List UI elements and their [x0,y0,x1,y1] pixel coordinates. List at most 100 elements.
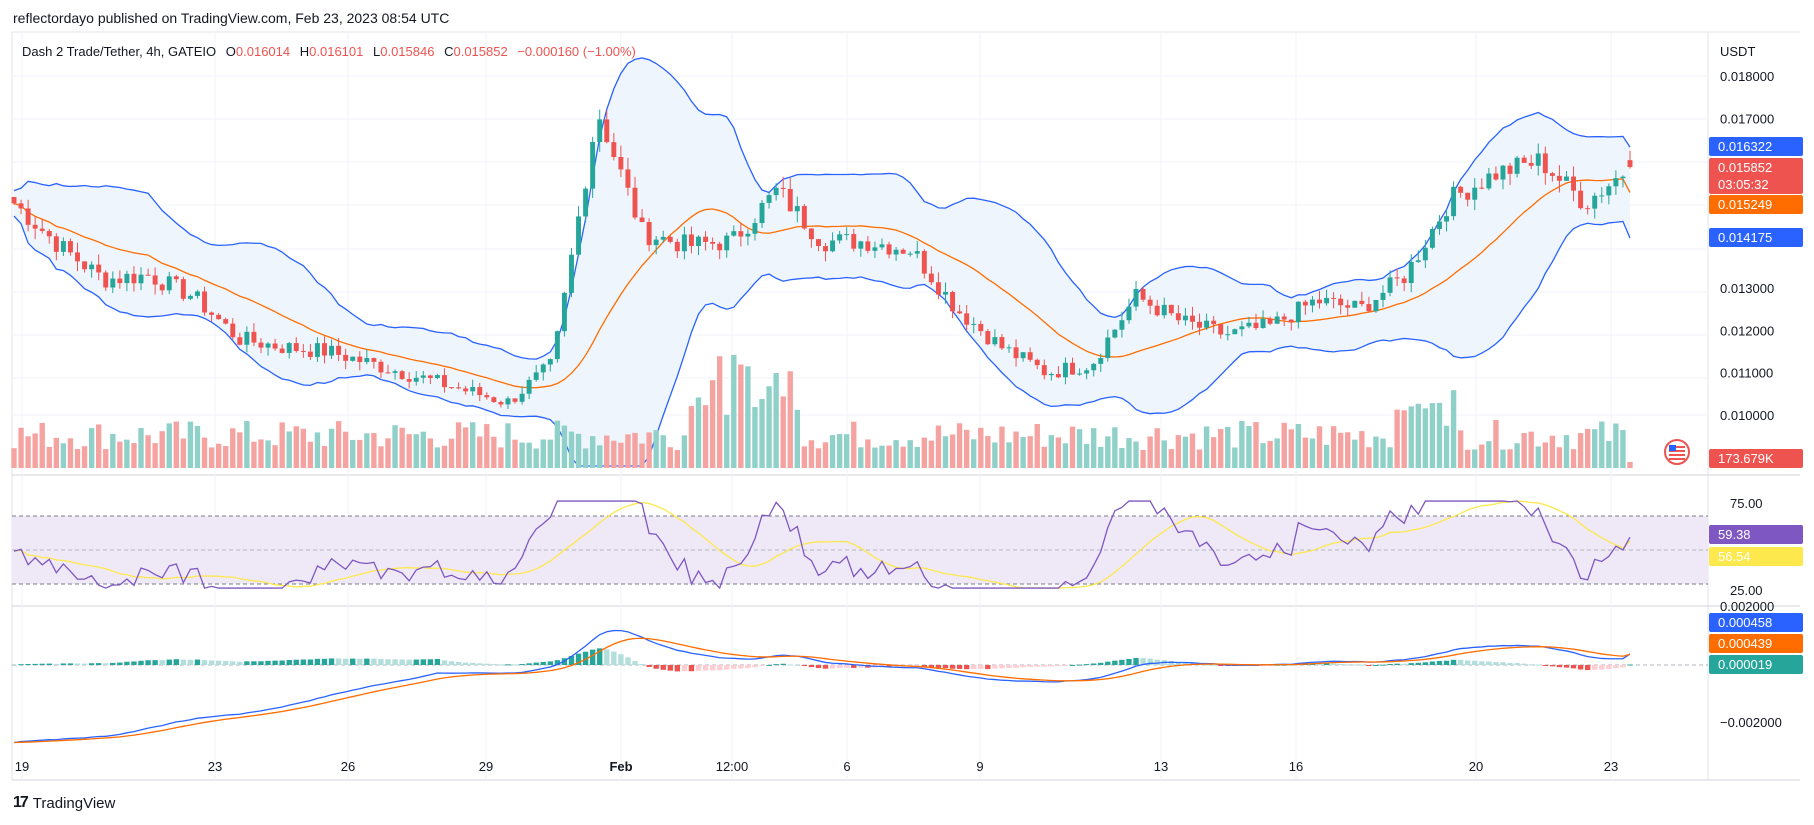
volume-bar-57 [413,434,419,468]
macd-axis[interactable]: 0.002000 −0.002000 0.000458 0.000439 0.00001… [1709,599,1803,730]
macd-hist-62 [448,661,455,665]
volume-bar-87 [625,434,631,468]
volume-bar-62 [448,438,455,468]
macd-hist-76 [547,661,553,665]
volume-bar-162 [1154,428,1160,468]
price-tag-0: 0.016322 [1718,139,1772,154]
volume-bar-54 [392,425,398,468]
macd-hist-31 [230,661,236,665]
candle-body-110 [787,188,793,212]
macd-hist-44 [321,658,328,665]
rsi-tick-0: 75.00 [1730,496,1763,511]
volume-bar-137 [978,427,984,468]
volume-bar-25 [187,421,194,468]
rsi-axis[interactable]: 75.00 25.00 59.38 56.54 [1709,496,1803,598]
volume-bar-220 [1563,435,1570,468]
price-unit: USDT [1720,44,1755,59]
candle-body-134 [957,311,963,314]
macd-hist-14 [110,662,116,665]
tradingview-logo[interactable]: 17 TradingView [13,794,115,812]
candle-body-173 [1232,329,1238,335]
candle-body-204 [1451,186,1457,217]
volume-bar-14 [110,433,116,468]
rsi-tag-1-bg [1709,547,1803,566]
candle-body-229 [1627,160,1633,168]
candle-body-191 [1359,300,1365,305]
candle-body-0 [11,196,17,204]
macd-tag-2-bg [1709,655,1803,674]
macd-hist-223 [1584,665,1591,671]
volume-bar-184 [1309,438,1316,468]
publisher-line: reflectordayo published on TradingView.c… [13,10,450,26]
volume-bar-145 [1034,424,1040,468]
candle-body-185 [1317,299,1322,304]
volume-bar-221 [1570,449,1577,468]
macd-hist-25 [187,659,194,665]
candle-body-9 [75,252,80,262]
symbol-legend[interactable]: Dash 2 Trade/Tether, 4h, GATEIO O0.01601… [22,44,636,59]
macd-hist-84 [604,649,610,665]
candle-body-100 [717,243,723,251]
volume-bar-7 [60,443,67,468]
price-tag-2-bg [1709,175,1803,194]
macd-hist-96 [688,665,695,672]
candle-body-48 [350,356,356,361]
time-axis[interactable]: 19 23 26 29 Feb 12:00 6 9 13 16 20 23 [15,759,1618,774]
candle-body-194 [1380,292,1386,300]
candle-body-172 [1225,334,1231,336]
close-value: 0.015852 [453,44,508,59]
candle-body-121 [865,241,871,251]
time-label-7: 9 [976,759,983,774]
candle-body-69 [498,401,504,405]
macd-hist-118 [844,665,850,668]
candle-body-61 [441,375,447,388]
volume-bar-75 [540,439,546,468]
volume-bar-155 [1105,436,1111,468]
rsi-pane [12,500,1708,590]
volume-bar-44 [321,446,328,468]
macd-hist-48 [350,658,356,665]
macd-hist-201 [1429,661,1436,665]
volume-bar-31 [230,428,236,468]
volume-bar-60 [434,447,441,468]
candle-body-149 [1062,362,1068,378]
macd-hist-193 [1373,664,1379,666]
macd-hist-24 [180,659,187,665]
macd-hist-159 [1133,658,1139,665]
candle-body-217 [1542,153,1548,174]
volume-bar-70 [505,423,511,468]
macd-hist-145 [1034,665,1040,667]
candle-body-15 [117,278,123,284]
time-label-9: 16 [1289,759,1303,774]
macd-hist-142 [1013,665,1019,668]
candle-body-105 [752,223,758,234]
volume-bar-22 [166,423,172,468]
volume-bar-161 [1147,436,1153,468]
macd-hist-59 [427,659,434,665]
volume-bar-33 [244,421,250,468]
macd-pane [11,629,1708,744]
volume-bar-17 [131,443,137,468]
candle-body-225 [1599,195,1605,197]
candle-body-143 [1020,352,1026,359]
volume-bar-27 [201,437,208,468]
candle-body-30 [223,319,229,324]
candle-body-166 [1182,315,1188,321]
volume-bar-136 [971,439,977,468]
macd-hist-56 [406,659,412,665]
macd-hist-1 [18,664,24,666]
price-axis[interactable]: USDT 0.018000 0.017000 0.013000 0.012000 0.01… [1709,44,1803,468]
volume-bar-32 [237,432,243,468]
candle-body-216 [1535,153,1541,166]
us-flag-icon[interactable] [1664,439,1690,465]
candle-body-88 [632,187,638,218]
macd-hist-162 [1154,659,1160,665]
macd-hist-220 [1563,665,1570,668]
macd-hist-95 [681,665,688,672]
volume-bar-134 [956,423,963,468]
candle-body-126 [900,249,906,254]
candle-body-16 [124,273,130,284]
macd-hist-178 [1267,665,1273,666]
volume-bar-168 [1196,449,1203,468]
